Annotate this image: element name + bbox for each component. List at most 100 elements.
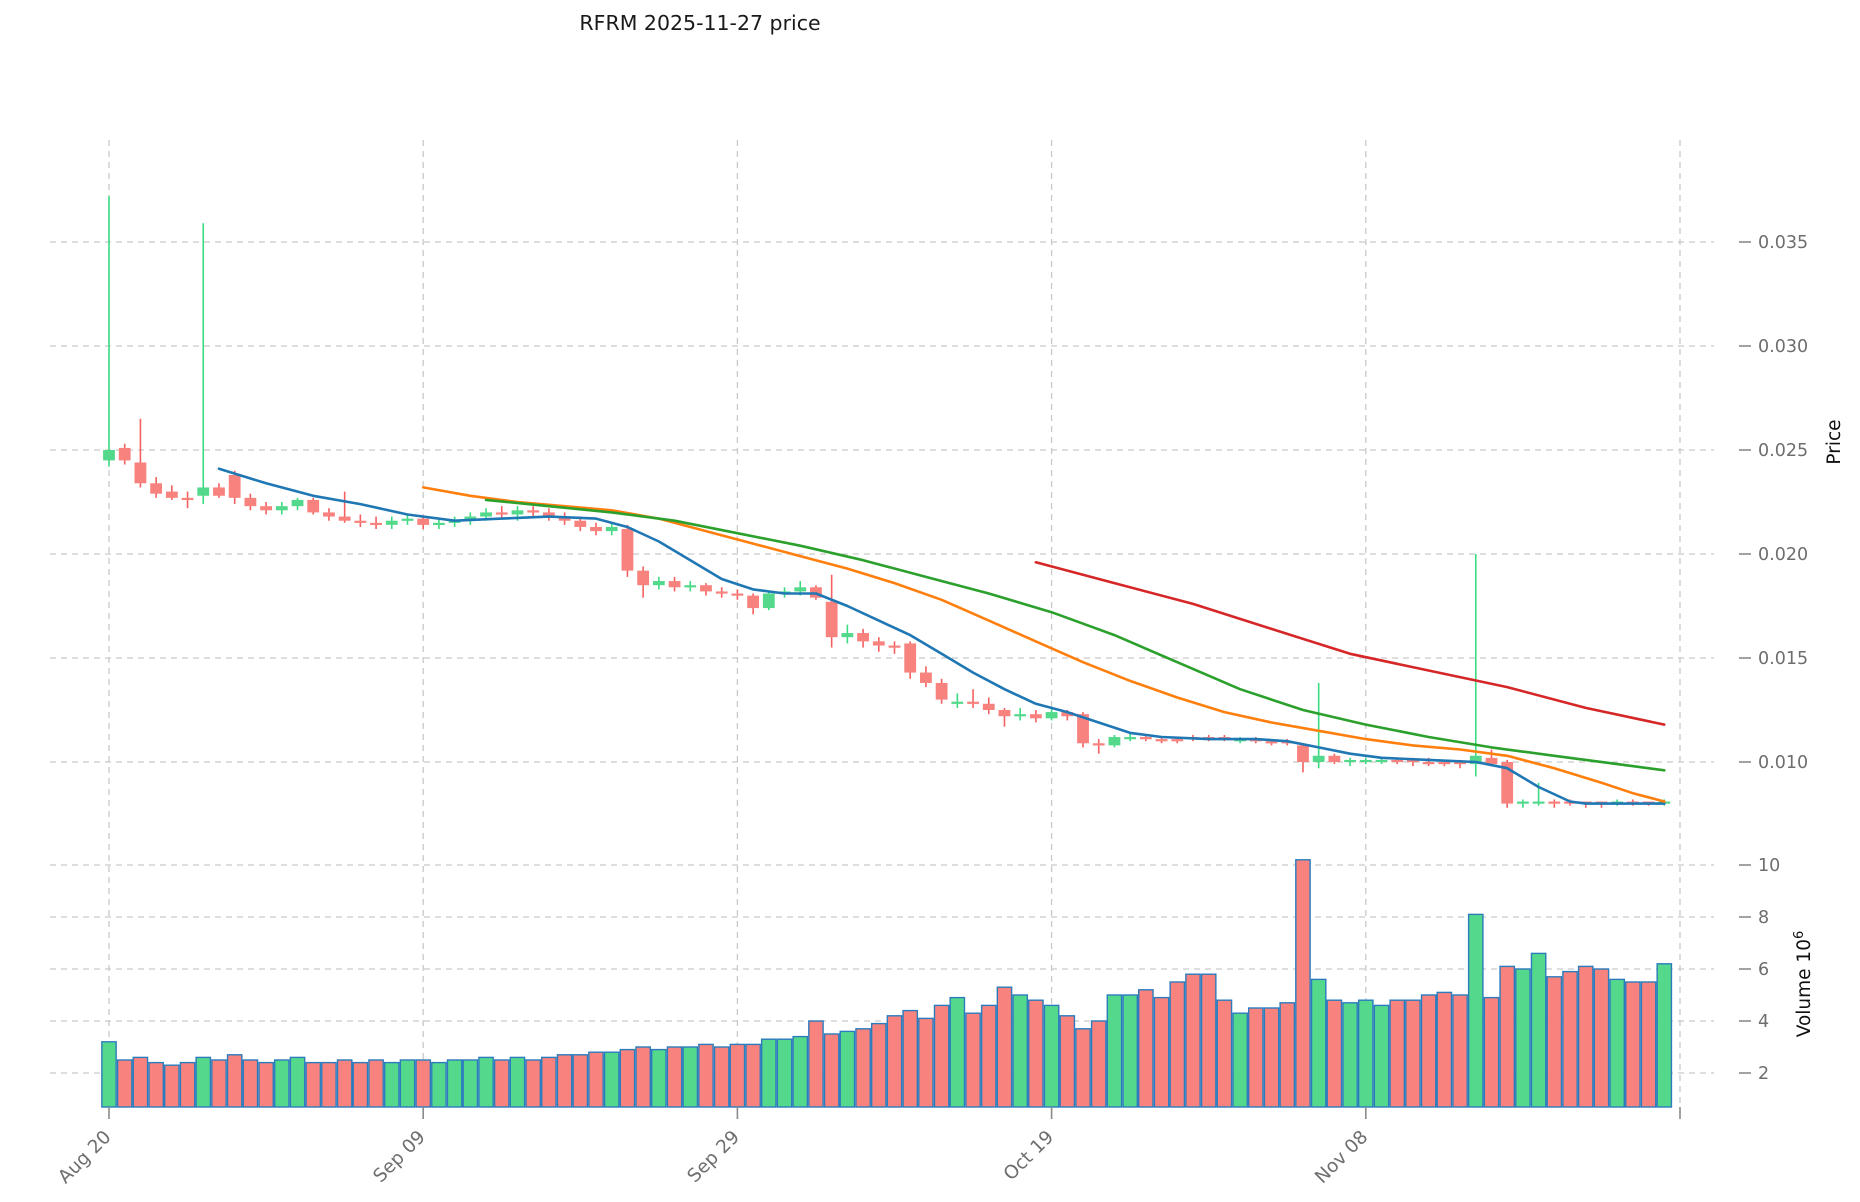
volume-bar xyxy=(745,1043,761,1108)
volume-bar xyxy=(635,1046,651,1108)
candle-body xyxy=(197,487,210,496)
chart-title: RFRM 2025-11-27 price xyxy=(579,11,820,35)
volume-tick-label: 4 xyxy=(1758,1012,1769,1032)
volume-bar xyxy=(321,1061,337,1108)
candle-body xyxy=(1265,741,1278,744)
candle-body xyxy=(794,587,807,592)
volume-bar xyxy=(509,1056,526,1108)
candle-body xyxy=(260,506,272,511)
candle-body xyxy=(1359,759,1372,763)
volume-bar xyxy=(1436,991,1453,1108)
volume-bar xyxy=(541,1056,557,1108)
volume-bar xyxy=(1593,968,1610,1108)
ma-long-green xyxy=(484,498,1666,772)
candle-body xyxy=(1391,759,1404,763)
volume-bar xyxy=(116,1059,133,1108)
volume-bar xyxy=(1452,994,1468,1108)
volume-bar xyxy=(1656,963,1673,1108)
ma-longest-red xyxy=(1034,560,1666,726)
candle-body xyxy=(1077,714,1089,744)
volume-bar xyxy=(855,1028,871,1108)
candle-body xyxy=(181,497,194,501)
candle-body xyxy=(480,512,492,517)
volume-bar xyxy=(603,1051,620,1108)
candle-body xyxy=(1485,757,1498,765)
volume-bar xyxy=(1530,952,1547,1108)
volume-bar xyxy=(1467,913,1484,1108)
candle-body xyxy=(747,595,760,609)
candle-body xyxy=(715,591,728,594)
date-tick-label: Nov 08 xyxy=(1311,1127,1372,1188)
volume-bar xyxy=(1310,978,1327,1108)
volume-bar xyxy=(132,1056,149,1108)
candle-body xyxy=(1297,745,1309,762)
volume-bar xyxy=(870,1022,887,1108)
volume-tick-label: 8 xyxy=(1758,908,1769,928)
volume-bar xyxy=(478,1056,494,1108)
candle-body xyxy=(982,703,995,710)
volume-bar xyxy=(965,1012,981,1108)
candle-body xyxy=(998,710,1011,717)
volume-bar xyxy=(1577,965,1594,1108)
price-tick-label: 0.025 xyxy=(1758,441,1808,461)
candle-body xyxy=(1469,755,1482,765)
volume-bar xyxy=(760,1038,777,1108)
candle-body xyxy=(605,526,618,532)
volume-bar xyxy=(1012,994,1029,1108)
volume-bar xyxy=(179,1061,196,1108)
volume-bar xyxy=(1185,973,1201,1108)
candle-body xyxy=(1548,801,1561,804)
candle-body xyxy=(370,522,382,525)
volume-tick-label: 2 xyxy=(1758,1064,1769,1084)
candle-body xyxy=(904,643,917,673)
candle-body xyxy=(385,520,398,525)
candle-body xyxy=(291,499,304,507)
volume-bar xyxy=(1216,999,1233,1108)
candle-body xyxy=(668,581,681,588)
volume-bar xyxy=(1405,999,1421,1108)
candle-body xyxy=(762,593,775,609)
volume-bar xyxy=(525,1059,542,1108)
volume-bar xyxy=(1640,981,1657,1108)
volume-bar xyxy=(572,1054,589,1108)
volume-bar xyxy=(1357,999,1374,1108)
price-tick-label: 0.020 xyxy=(1758,545,1808,565)
volume-bar xyxy=(1059,1015,1076,1108)
volume-bar xyxy=(462,1059,479,1108)
candle-body xyxy=(574,520,587,527)
candle-body xyxy=(150,483,163,494)
volume-bar xyxy=(399,1059,416,1108)
date-tick-label: Oct 19 xyxy=(1000,1127,1058,1185)
volume-bar xyxy=(383,1061,400,1108)
candle-body xyxy=(1328,755,1341,762)
volume-bar xyxy=(1515,968,1531,1108)
candle-body xyxy=(1108,737,1121,746)
candle-body xyxy=(1375,759,1388,763)
volume-bar xyxy=(666,1046,683,1108)
volume-bar xyxy=(1028,999,1044,1108)
volume-bar xyxy=(1153,996,1170,1108)
candle-body xyxy=(825,601,838,638)
volume-bar xyxy=(226,1054,243,1108)
candle-body xyxy=(1061,712,1074,717)
price-tick-label: 0.035 xyxy=(1758,233,1808,253)
candle-body xyxy=(1454,762,1466,765)
candle-body xyxy=(213,487,225,496)
candle-body xyxy=(652,581,665,586)
candle-body xyxy=(935,682,948,700)
volume-bar xyxy=(1043,1004,1060,1108)
volume-bar xyxy=(368,1059,384,1108)
volume-bar xyxy=(902,1009,919,1108)
volume-bar xyxy=(1169,981,1186,1108)
candle-body xyxy=(354,520,367,523)
candle-body xyxy=(1312,755,1325,762)
volume-bar xyxy=(242,1059,259,1108)
volume-bar xyxy=(258,1061,274,1108)
candle-body xyxy=(495,512,508,515)
candle-body xyxy=(558,516,571,521)
volume-bar xyxy=(933,1004,950,1108)
candle-body xyxy=(1139,737,1152,740)
moving-average-lines xyxy=(217,467,1666,805)
volume-bar xyxy=(588,1051,604,1108)
candle-body xyxy=(1171,739,1184,742)
